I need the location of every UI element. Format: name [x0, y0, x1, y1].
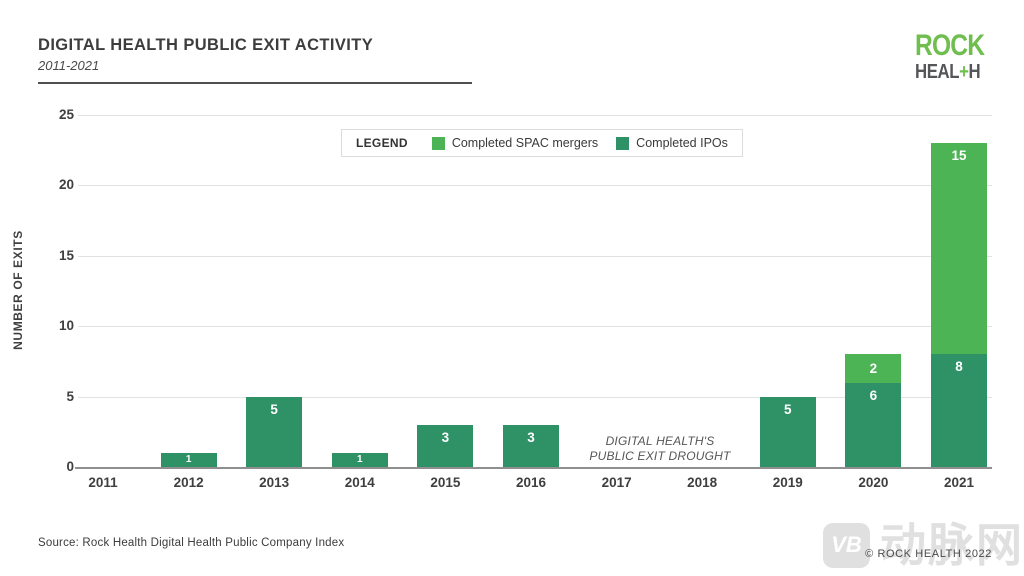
x-tick-label: 2020 — [858, 475, 889, 490]
bar-value-label: 5 — [270, 401, 278, 417]
rock-health-logo: ROCK HEAL+H — [915, 31, 999, 83]
legend-label: Completed SPAC mergers — [451, 136, 599, 150]
bar-value-label: 1 — [357, 454, 363, 466]
gridline — [78, 396, 992, 398]
y-tick-label: 10 — [58, 318, 74, 334]
vb-watermark: VB 动脉网 — [823, 522, 1024, 568]
bar-segment: 2 — [845, 354, 902, 383]
spac-swatch-icon — [431, 136, 445, 150]
bar-value-label: 15 — [951, 148, 967, 164]
drought-annotation: DIGITAL HEALTH'S PUBLIC EXIT DROUGHT — [560, 434, 760, 464]
vb-logo-badge: VB — [823, 522, 870, 568]
y-tick-label: 15 — [58, 247, 74, 263]
x-tick-label: 2011 — [88, 475, 118, 490]
x-tick-label: 2019 — [772, 475, 803, 490]
x-tick-label: 2014 — [344, 475, 375, 490]
legend-item-ipo: Completed IPOs — [616, 136, 728, 150]
bar-segment: 15 — [931, 143, 987, 355]
bar-segment: 8 — [931, 354, 987, 467]
copyright: © ROCK HEALTH 2022 — [865, 548, 992, 560]
logo-word-rock: ROCK — [914, 29, 985, 62]
logo-plus-glyph: + — [958, 60, 969, 83]
gridline — [78, 326, 992, 328]
page-subtitle: 2011-2021 — [38, 58, 100, 73]
logo-h-text: H — [968, 60, 980, 83]
bar-value-label: 2 — [869, 360, 878, 376]
x-tick-label: 2015 — [430, 475, 461, 490]
bar-segment: 5 — [246, 396, 303, 467]
page-title: DIGITAL HEALTH PUBLIC EXIT ACTIVITY — [38, 36, 374, 54]
bar-value-label: 1 — [185, 454, 192, 466]
legend-item-spac: Completed SPAC mergers — [431, 136, 599, 150]
legend-label: Completed IPOs — [636, 136, 728, 150]
bar-segment: 6 — [845, 382, 902, 467]
x-tick-label: 2016 — [515, 475, 547, 490]
bar-segment: 5 — [759, 396, 816, 467]
logo-word-health: HEAL+H — [914, 60, 984, 83]
ipo-swatch-icon — [616, 136, 630, 150]
y-tick-label: 20 — [58, 177, 74, 193]
bar-segment: 1 — [331, 452, 388, 467]
bar-value-label: 5 — [784, 401, 792, 417]
vb-watermark-text: 动脉网 — [880, 519, 1024, 571]
x-tick-label: 2012 — [173, 475, 204, 490]
y-axis-title: NUMBER OF EXITS — [11, 230, 25, 350]
bar-segment: 3 — [417, 424, 474, 467]
x-tick-label: 2018 — [687, 475, 718, 490]
x-tick-label: 2017 — [601, 475, 632, 490]
legend-title: LEGEND — [356, 136, 408, 150]
source-note: Source: Rock Health Digital Health Publi… — [38, 537, 345, 549]
title-underline — [38, 82, 472, 84]
annotation-line: DIGITAL HEALTH'S — [605, 434, 715, 448]
y-tick-label: 0 — [66, 459, 74, 474]
bar-value-label: 3 — [441, 429, 450, 445]
bar-value-label: 3 — [527, 429, 535, 445]
gridline — [78, 255, 992, 257]
logo-heal-text: HEAL — [914, 60, 960, 83]
y-tick-label: 25 — [58, 107, 74, 122]
y-tick-label: 5 — [66, 388, 74, 404]
gridline — [78, 185, 992, 187]
legend: LEGEND Completed SPAC mergers Completed … — [341, 129, 743, 157]
gridline — [78, 115, 992, 116]
x-tick-label: 2021 — [943, 475, 975, 490]
bar-value-label: 8 — [955, 359, 963, 375]
bar-value-label: 6 — [869, 387, 878, 403]
header: DIGITAL HEALTH PUBLIC EXIT ACTIVITY 2011… — [38, 36, 478, 84]
bar-segment: 3 — [503, 424, 559, 467]
annotation-line: PUBLIC EXIT DROUGHT — [589, 449, 731, 463]
x-axis-line — [75, 467, 992, 469]
bar-segment: 1 — [160, 452, 217, 467]
x-tick-label: 2013 — [259, 475, 290, 490]
